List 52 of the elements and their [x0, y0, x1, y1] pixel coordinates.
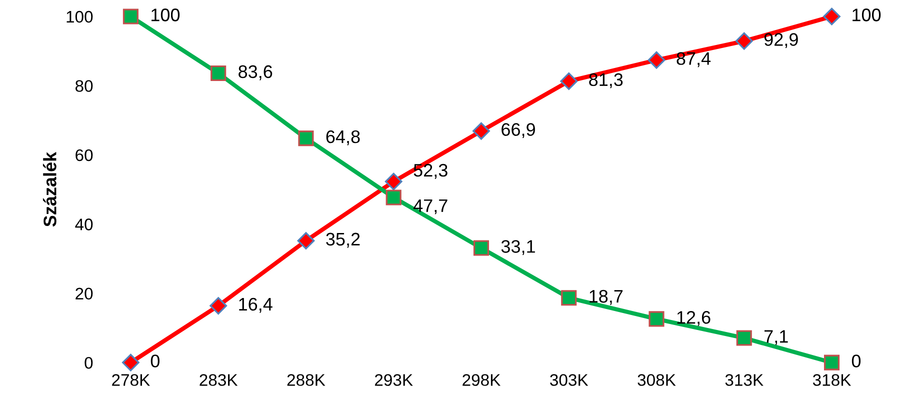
data-label: 87,4 [676, 52, 711, 68]
point [561, 290, 577, 306]
x-tick-label: 318K [812, 374, 852, 386]
point [736, 330, 752, 346]
data-label: 64,8 [326, 130, 360, 146]
point [210, 65, 226, 82]
data-label: 100 [152, 8, 180, 22]
point [122, 8, 138, 24]
x-tick-label: 283K [200, 374, 238, 386]
x-tick-label: 298K [462, 374, 501, 386]
point [735, 32, 753, 50]
point [823, 8, 840, 26]
data-label: 0 [852, 354, 861, 368]
y-tick-label: 80 [75, 80, 93, 92]
x-tick-label: 288K [287, 374, 326, 386]
y-tick-label: 20 [76, 288, 93, 300]
point [560, 72, 578, 90]
point [122, 354, 140, 372]
data-label: 81,3 [589, 73, 623, 88]
point [473, 240, 490, 256]
point [824, 354, 840, 370]
data-label: 35,2 [326, 232, 360, 248]
data-label: 18,7 [590, 290, 623, 305]
point [648, 51, 666, 69]
point [298, 130, 314, 146]
y-tick-label: 0 [84, 356, 93, 369]
data-label: 33,1 [501, 240, 535, 255]
data-label: 7,1 [764, 330, 788, 345]
data-label: 66,9 [502, 123, 535, 138]
data-label: 47,7 [413, 199, 448, 214]
y-tick-label: 100 [66, 10, 93, 23]
data-label: 16,4 [239, 298, 272, 313]
x-tick-label: 293K [374, 374, 413, 386]
x-tick-label: 303K [550, 374, 588, 386]
data-label: 83,6 [238, 65, 272, 80]
point [384, 172, 402, 190]
data-label: 12,6 [677, 311, 710, 326]
point [472, 122, 490, 140]
data-label: 92,9 [764, 33, 798, 48]
data-label: 0 [150, 354, 160, 368]
y-tick-label: 40 [75, 218, 93, 230]
point [297, 232, 315, 250]
x-tick-label: 313K [725, 374, 764, 386]
point [648, 311, 664, 327]
data-label: 52,3 [414, 164, 448, 179]
x-tick-label: 308K [638, 374, 676, 386]
data-label: 100 [852, 8, 881, 22]
point [386, 190, 402, 206]
point [210, 297, 228, 314]
x-tick-label: 278K [112, 374, 150, 386]
y-tick-label: 60 [76, 149, 93, 162]
y-axis-title: Százalék [42, 152, 56, 227]
